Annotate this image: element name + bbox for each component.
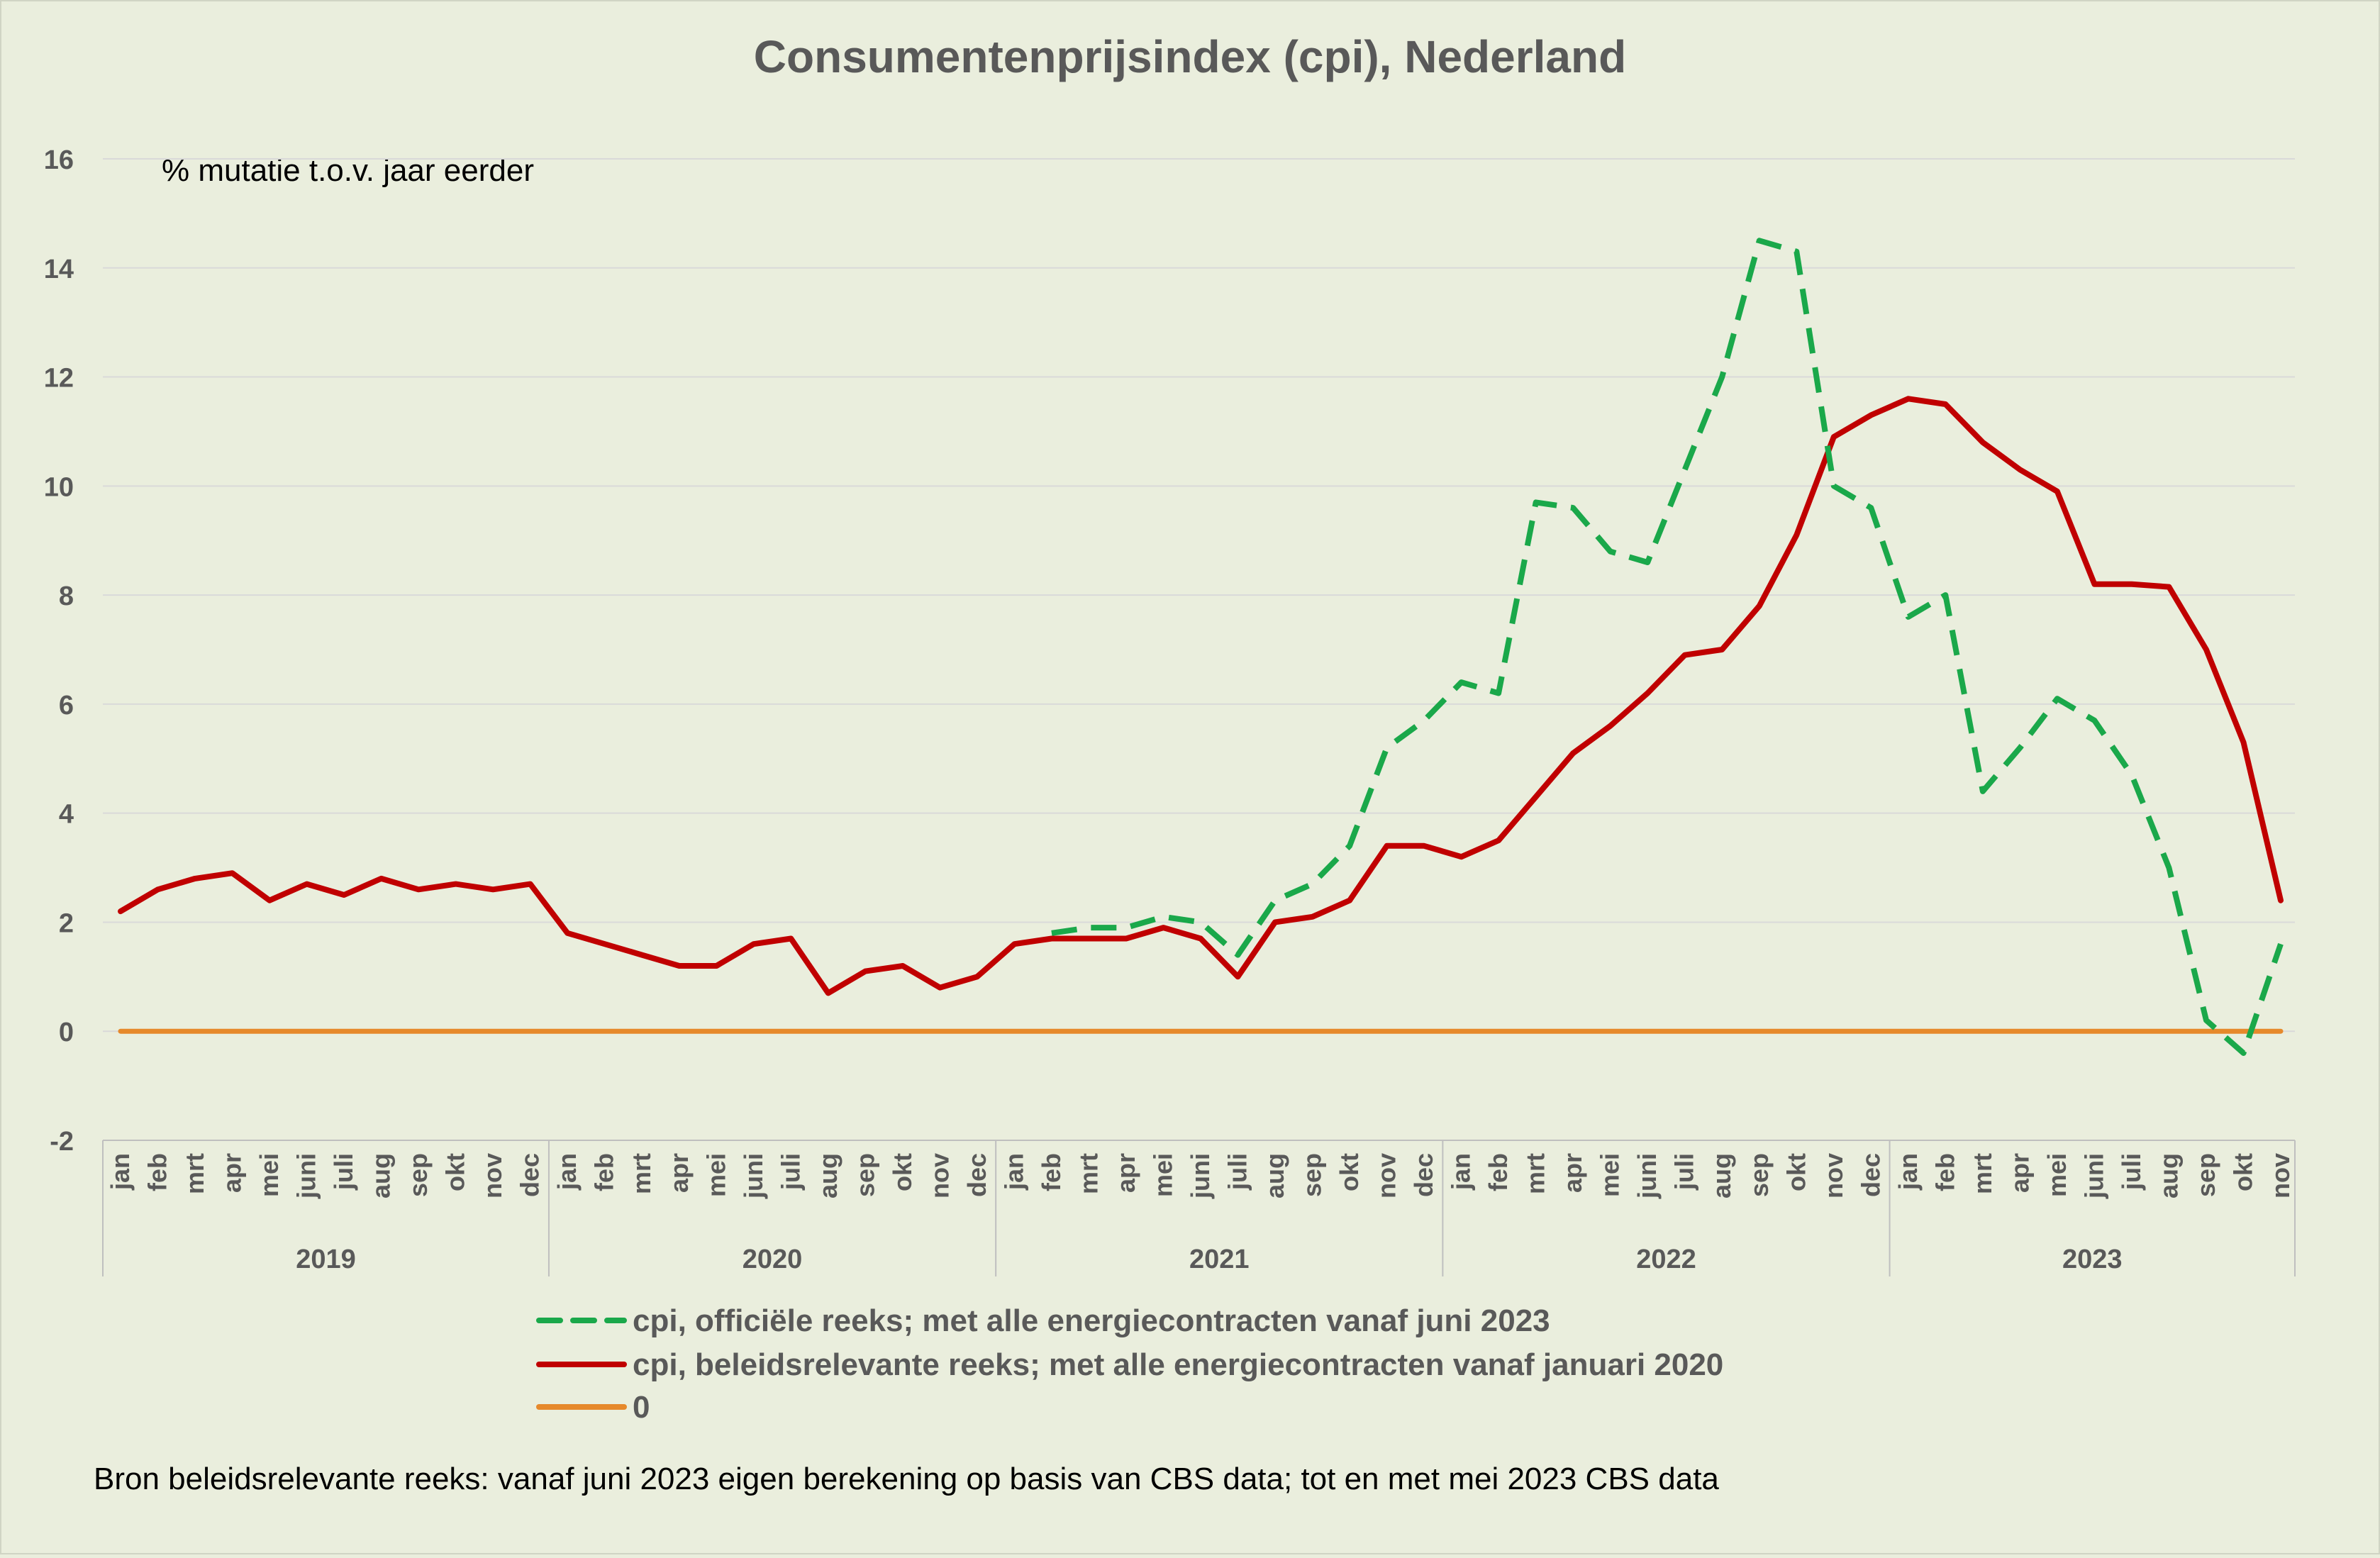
- x-tick-label-month: mei: [255, 1153, 284, 1197]
- x-tick-label-month: nov: [925, 1153, 954, 1198]
- x-tick-label-month: okt: [1335, 1153, 1364, 1191]
- x-tick-label-month: mei: [2042, 1153, 2072, 1197]
- x-tick-label-month: apr: [664, 1153, 694, 1193]
- y-tick-label: 4: [59, 800, 74, 830]
- x-tick-label-month: dec: [962, 1153, 991, 1197]
- y-tick-label: -2: [50, 1127, 74, 1157]
- x-tick-label-month: okt: [441, 1153, 470, 1191]
- series-lines: [118, 238, 2284, 1056]
- x-tick-label-month: okt: [888, 1153, 917, 1191]
- x-axis-year-label: 2020: [743, 1245, 803, 1274]
- x-tick-label-month: juli: [1223, 1153, 1252, 1191]
- legend: cpi, officiële reeks; met alle energieco…: [536, 1303, 1723, 1425]
- legend-label: cpi, officiële reeks; met alle energieco…: [633, 1303, 1550, 1338]
- x-tick-label-month: sep: [2191, 1153, 2220, 1197]
- y-tick-label: 10: [44, 472, 74, 502]
- x-tick-label-month: feb: [590, 1153, 619, 1191]
- x-axis-year-label: 2021: [1189, 1245, 1250, 1274]
- x-tick-label-month: dec: [516, 1153, 545, 1197]
- x-tick-label-month: aug: [2154, 1153, 2183, 1198]
- chart-title: Consumentenprijsindex (cpi), Nederland: [754, 31, 1626, 82]
- x-tick-label-month: aug: [367, 1153, 396, 1198]
- y-tick-label: 2: [59, 908, 74, 938]
- x-tick-label-month: okt: [2228, 1153, 2257, 1191]
- series-line-beleidsrelevant: [118, 396, 2284, 996]
- x-axis-year-label: 2023: [2062, 1245, 2123, 1274]
- legend-label: cpi, beleidsrelevante reeks; met alle en…: [633, 1347, 1723, 1382]
- x-tick-label-month: juli: [776, 1153, 805, 1191]
- legend-label: 0: [633, 1390, 650, 1425]
- x-tick-label-month: aug: [1260, 1153, 1289, 1198]
- x-tick-label-month: jan: [106, 1153, 135, 1191]
- x-tick-label-month: juli: [2117, 1153, 2146, 1191]
- x-tick-label-month: aug: [813, 1153, 843, 1198]
- x-tick-label-month: apr: [2005, 1153, 2034, 1193]
- x-tick-label-month: jan: [552, 1153, 582, 1191]
- x-tick-label-month: feb: [143, 1153, 172, 1191]
- x-tick-label-month: sep: [850, 1153, 879, 1197]
- y-tick-label: 0: [59, 1018, 74, 1047]
- x-tick-label-month: feb: [1930, 1153, 1959, 1191]
- x-tick-label-month: okt: [1781, 1153, 1811, 1191]
- x-tick-label-month: nov: [1372, 1153, 1401, 1198]
- x-tick-label-month: juli: [329, 1153, 358, 1191]
- y-tick-label: 16: [44, 145, 74, 175]
- x-tick-label-month: mei: [1148, 1153, 1177, 1197]
- x-tick-label-month: juni: [1633, 1153, 1662, 1199]
- x-axis: jan feb mrt apr mei juni juli aug sep okt nov dec ja…: [102, 1140, 2296, 1276]
- y-axis-ticks: -2 0 2 4 6 8 10 12 14 16: [44, 145, 74, 1157]
- x-tick-label-month: mrt: [1968, 1153, 1997, 1194]
- x-tick-label-month: mrt: [1521, 1153, 1550, 1194]
- x-tick-label-month: juli: [1670, 1153, 1699, 1191]
- x-tick-label-month: juni: [1186, 1153, 1215, 1199]
- x-tick-label-month: apr: [1558, 1153, 1587, 1193]
- x-tick-label-month: mrt: [1074, 1153, 1103, 1194]
- y-tick-label: 12: [44, 364, 74, 394]
- x-tick-label-month: nov: [2266, 1153, 2295, 1198]
- x-tick-label-month: mei: [701, 1153, 730, 1197]
- x-tick-label-month: sep: [1298, 1153, 1327, 1197]
- x-tick-label-month: apr: [1111, 1153, 1140, 1193]
- x-axis-year-label: 2019: [296, 1245, 356, 1274]
- x-tick-label-month: aug: [1707, 1153, 1736, 1198]
- x-tick-label-month: jan: [1447, 1153, 1476, 1191]
- x-tick-label-month: mrt: [627, 1153, 656, 1194]
- x-tick-label-month: mei: [1596, 1153, 1625, 1197]
- x-tick-label-month: jan: [1894, 1153, 1923, 1191]
- x-tick-label-month: nov: [478, 1153, 507, 1198]
- x-tick-label-month: nov: [1819, 1153, 1848, 1198]
- x-tick-label-month: dec: [1856, 1153, 1885, 1197]
- x-tick-label-month: jan: [999, 1153, 1028, 1191]
- x-tick-label-month: juni: [2079, 1153, 2108, 1199]
- x-tick-label-month: apr: [218, 1153, 247, 1193]
- gridlines: [103, 158, 2295, 1141]
- x-tick-label-month: feb: [1037, 1153, 1066, 1191]
- x-tick-label-month: juni: [292, 1153, 321, 1199]
- y-tick-label: 6: [59, 691, 74, 720]
- x-tick-label-month: juni: [739, 1153, 768, 1199]
- chart-footnote: Bron beleidsrelevante reeks: vanaf juni …: [94, 1462, 1719, 1496]
- y-tick-label: 14: [44, 255, 74, 284]
- x-tick-label-month: sep: [404, 1153, 433, 1197]
- x-tick-label-month: feb: [1484, 1153, 1513, 1191]
- x-tick-label-month: mrt: [180, 1153, 209, 1194]
- x-axis-year-label: 2022: [1636, 1245, 1696, 1274]
- x-tick-label-month: dec: [1409, 1153, 1438, 1197]
- x-tick-label-month: sep: [1745, 1153, 1774, 1197]
- y-tick-label: 8: [59, 582, 74, 611]
